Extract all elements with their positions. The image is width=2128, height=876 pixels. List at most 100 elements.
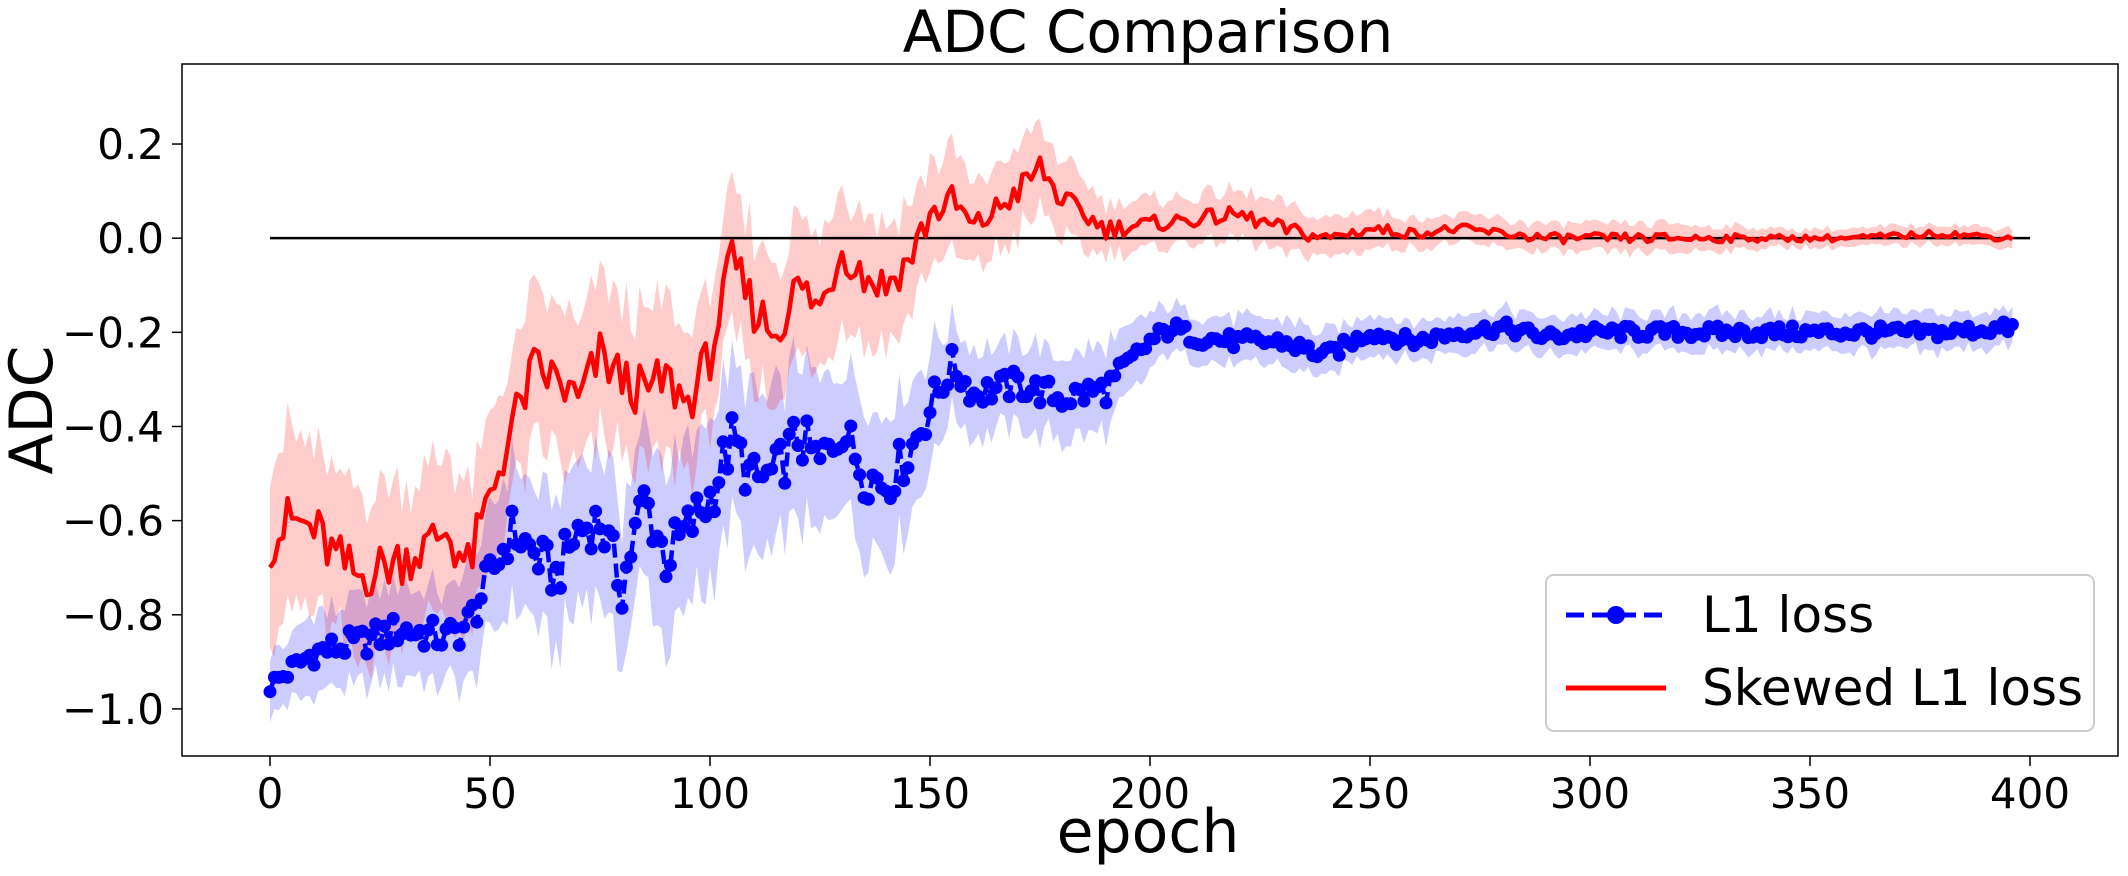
l1-loss-marker <box>628 516 642 530</box>
legend-label-l1-loss: L1 loss <box>1702 586 1874 644</box>
x-tick-label: 400 <box>1990 769 2070 818</box>
l1-loss-marker <box>681 504 695 518</box>
l1-loss-marker <box>470 615 484 629</box>
l1-loss-marker <box>927 375 941 389</box>
l1-loss-marker <box>263 685 277 699</box>
l1-loss-marker <box>725 411 739 425</box>
l1-loss-marker <box>892 437 906 451</box>
l1-loss-marker <box>958 375 972 388</box>
l1-loss-marker <box>1064 397 1078 411</box>
l1-loss-marker <box>567 537 581 551</box>
l1-loss-marker <box>501 552 515 566</box>
l1-loss-marker <box>457 620 471 634</box>
x-tick-label: 200 <box>1110 769 1190 818</box>
l1-loss-marker <box>747 451 761 465</box>
l1-loss-marker <box>377 619 391 633</box>
y-tick-label: 0.0 <box>97 214 164 263</box>
l1-loss-marker <box>782 427 796 441</box>
l1-loss-marker <box>417 639 431 653</box>
l1-loss-marker <box>870 471 884 485</box>
l1-loss-marker <box>738 483 752 497</box>
legend-label-skewed-l1-loss: Skewed L1 loss <box>1702 659 2083 717</box>
l1-loss-marker <box>474 592 488 606</box>
skewed-l1-loss-band <box>270 118 2013 681</box>
x-axis: 0 50 100 150 200 250 300 350 400 <box>257 756 2070 818</box>
l1-loss-marker <box>839 435 853 449</box>
l1-loss-marker <box>619 560 633 574</box>
l1-loss-marker <box>941 378 955 392</box>
x-tick-label: 250 <box>1330 769 1410 818</box>
chart-title: ADC Comparison <box>903 0 1394 66</box>
l1-loss-marker <box>641 496 655 510</box>
l1-loss-marker <box>787 415 801 429</box>
l1-loss-marker <box>734 436 748 450</box>
l1-loss-marker <box>690 491 704 505</box>
legend-marker-l1-loss <box>1607 606 1625 624</box>
l1-loss-marker <box>307 658 321 672</box>
l1-loss-marker <box>540 538 554 552</box>
legend: L1 loss Skewed L1 loss <box>1545 574 2095 732</box>
l1-loss-marker <box>703 485 717 499</box>
y-tick-label: −0.8 <box>62 591 164 640</box>
l1-loss-marker <box>716 435 730 449</box>
l1-loss-marker <box>1785 319 1799 333</box>
l1-loss-marker <box>1332 348 1346 362</box>
l1-loss-marker <box>1301 339 1315 353</box>
y-tick-label: −0.4 <box>62 402 164 451</box>
l1-loss-marker <box>721 462 735 476</box>
l1-loss-marker <box>765 462 779 476</box>
y-axis: −1.0 −0.8 −0.6 −0.4 −0.2 0.0 0.2 <box>62 120 182 734</box>
l1-loss-marker <box>1108 369 1122 383</box>
l1-loss-marker <box>861 492 875 506</box>
l1-loss-markers <box>263 315 2019 699</box>
l1-loss-marker <box>527 546 541 560</box>
l1-loss-marker <box>364 628 378 642</box>
l1-loss-marker <box>923 406 937 420</box>
l1-loss-marker <box>1178 319 1192 333</box>
l1-loss-marker <box>584 542 598 556</box>
l1-loss-marker <box>778 476 792 490</box>
l1-loss-marker <box>1011 370 1025 384</box>
l1-loss-marker <box>2005 318 2019 331</box>
l1-loss-marker <box>615 601 629 615</box>
l1-loss-marker <box>655 535 669 548</box>
l1-loss-marker <box>553 581 567 595</box>
l1-loss-marker <box>606 529 620 542</box>
l1-loss-marker <box>1614 331 1628 345</box>
l1-loss-marker <box>795 453 809 467</box>
l1-loss-marker <box>844 419 858 433</box>
l1-loss-marker <box>901 461 915 475</box>
l1-loss-marker <box>1042 374 1056 388</box>
y-tick-label: −0.2 <box>62 308 164 357</box>
l1-loss-marker <box>386 611 400 625</box>
x-tick-label: 150 <box>890 769 970 818</box>
l1-loss-marker <box>888 484 902 498</box>
l1-loss-marker <box>1002 390 1016 404</box>
l1-loss-marker <box>1227 341 1241 355</box>
l1-loss-marker <box>945 343 959 356</box>
x-axis-label: epoch <box>1057 797 1240 867</box>
x-tick-label: 350 <box>1770 769 1850 818</box>
l1-loss-marker <box>897 474 911 488</box>
l1-loss-marker <box>1095 376 1109 390</box>
l1-loss-marker <box>685 525 699 538</box>
y-tick-label: −1.0 <box>62 685 164 734</box>
l1-loss-marker <box>637 484 651 498</box>
y-tick-label: 0.2 <box>97 120 164 169</box>
l1-loss-marker <box>281 670 295 684</box>
l1-loss-marker <box>813 452 827 466</box>
y-axis-label: ADC <box>0 345 67 474</box>
l1-loss-marker <box>558 527 572 541</box>
l1-loss-marker <box>800 414 814 428</box>
series-lines <box>263 155 2019 699</box>
l1-loss-marker <box>505 504 519 518</box>
l1-loss-marker <box>597 540 611 554</box>
l1-loss-marker <box>624 550 638 564</box>
l1-loss-marker <box>853 468 867 482</box>
l1-loss-marker <box>435 638 449 652</box>
l1-loss-marker <box>589 504 603 518</box>
l1-loss-marker <box>707 505 721 519</box>
l1-loss-marker <box>712 476 726 490</box>
skewed-l1-loss-line <box>268 155 2014 598</box>
